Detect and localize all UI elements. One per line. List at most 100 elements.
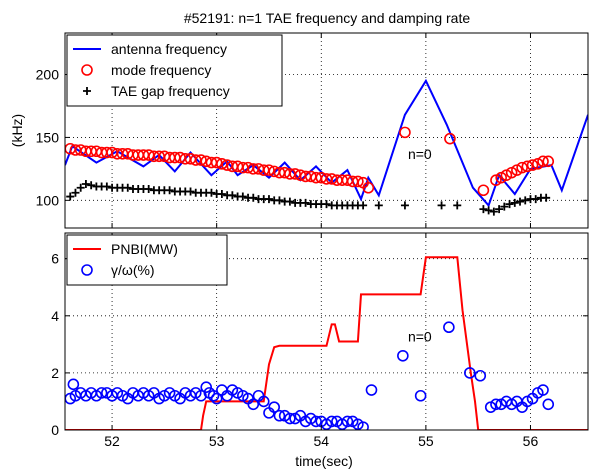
series-0-2-point	[87, 181, 96, 190]
series-0-2-point	[542, 193, 551, 202]
series-0-2-point	[81, 179, 90, 188]
x-tick-label: 56	[523, 433, 539, 449]
series-0-2-point	[186, 187, 195, 196]
series-0-2-point	[123, 183, 132, 192]
series-1-1-point	[414, 389, 427, 402]
x-axis-label: time(sec)	[295, 453, 353, 469]
series-1-1-point	[207, 389, 220, 402]
legend-box	[66, 34, 283, 107]
x-tick-label: 55	[418, 433, 434, 449]
series-0-1-point	[516, 161, 528, 174]
series-0-2-point	[249, 193, 258, 202]
series-1-1-point	[537, 384, 549, 396]
series-1-1-point	[542, 398, 555, 411]
series-0-2-point	[322, 200, 331, 209]
y-tick-label: 0	[51, 422, 59, 438]
series-1-1-point	[67, 378, 80, 391]
series-0-2-point	[400, 201, 409, 210]
series-0-2-point	[505, 200, 514, 209]
legend-swatch-marker	[81, 64, 93, 76]
series-1-1-point	[325, 415, 338, 428]
annotation-text: n=0	[408, 328, 432, 344]
plot-data	[65, 256, 588, 430]
y-tick-label: 2	[51, 365, 59, 381]
series-0-1-point	[263, 164, 275, 176]
series-0-1-point	[362, 181, 375, 194]
series-0-1-point	[444, 132, 456, 145]
series-0-2-point	[285, 197, 294, 206]
series-0-2-point	[301, 198, 310, 207]
legend: antenna frequency mode frequency TAE gap f…	[66, 34, 283, 107]
y-tick-label: 4	[51, 308, 59, 324]
series-0-2-point	[228, 191, 237, 200]
series-1-1-point	[210, 392, 223, 405]
series-1-1-point	[310, 415, 322, 428]
legend-label: antenna frequency	[111, 41, 227, 57]
panel-frequency: 100 150 200 (kHz) n=0 antenna frequency mode f…	[9, 32, 589, 229]
series-0-2-point	[500, 202, 509, 211]
series-0-2-point	[207, 188, 216, 197]
series-0-2-point	[495, 205, 504, 214]
y-tick-label: 150	[36, 129, 60, 145]
series-0-2-point	[484, 206, 493, 215]
series-0-1-point	[216, 158, 228, 170]
series-1-1-point	[357, 421, 369, 430]
series-0-2-point	[510, 198, 519, 207]
series-0-2-point	[453, 201, 462, 210]
series-1-1-point	[257, 395, 270, 408]
y-tick-label: 200	[36, 67, 60, 83]
legend: PNBI(MW) γ/ω(%)	[66, 234, 228, 286]
plot-frame	[64, 32, 589, 229]
series-1-1-point	[365, 384, 378, 396]
series-0-2-point	[76, 183, 85, 192]
series-0-1-point	[352, 175, 364, 188]
series-0-2-point	[359, 201, 368, 210]
series-0-2-point	[238, 192, 247, 201]
y-tick-label: 100	[36, 192, 60, 208]
series-0-2-point	[531, 195, 540, 204]
series-0-2-point	[374, 201, 383, 210]
y-tick-label: 6	[51, 251, 59, 267]
x-tick-label: 53	[209, 433, 225, 449]
series-0-1-point	[526, 159, 539, 171]
series-1-1-point	[464, 367, 476, 379]
legend-label: mode frequency	[111, 62, 211, 78]
legend-label: γ/ω(%)	[111, 262, 155, 278]
x-tick-label: 52	[104, 433, 120, 449]
series-0-1-point	[477, 184, 490, 197]
plot-frame	[64, 232, 589, 431]
legend-label: PNBI(MW)	[111, 241, 178, 257]
series-1-1-point	[200, 381, 213, 393]
legend-swatch-marker	[83, 87, 91, 95]
series-0-1-point	[399, 126, 411, 139]
series-0-2-point	[102, 182, 111, 191]
series-0-1-point	[210, 156, 223, 169]
series-1-1-point	[341, 415, 354, 428]
series-0-2-point	[165, 186, 174, 195]
series-1-1-point	[95, 387, 108, 399]
panel-damping: 52 53 54 55 56 0 2 4 6 n=0 PNBI(MW) γ/ω(%)	[51, 232, 589, 449]
legend-label: TAE gap frequency	[111, 83, 230, 99]
series-1-1-point	[397, 349, 409, 362]
plot-data	[65, 78, 588, 216]
series-0-2-point	[66, 192, 75, 201]
series-0-1-point	[521, 160, 534, 173]
series-1-1-point	[490, 398, 502, 411]
series-1-0-line	[65, 256, 588, 430]
y-axis-label: (kHz)	[9, 114, 25, 147]
figure-title: #52191: n=1 TAE frequency and damping ra…	[184, 10, 471, 26]
series-1-1-point	[268, 401, 281, 413]
series-0-2-point	[516, 197, 525, 206]
series-1-1-point	[443, 321, 455, 334]
legend-box	[66, 234, 228, 286]
series-0-2-point	[264, 195, 273, 204]
legend-swatch-marker	[81, 264, 93, 276]
series-0-1-point	[537, 155, 549, 168]
annotation-text: n=0	[408, 146, 432, 162]
series-0-2-point	[144, 185, 153, 193]
series-0-2-point	[479, 205, 488, 214]
series-1-1-point	[247, 398, 260, 411]
series-0-2-point	[521, 196, 530, 205]
series-1-1-point	[474, 369, 487, 382]
